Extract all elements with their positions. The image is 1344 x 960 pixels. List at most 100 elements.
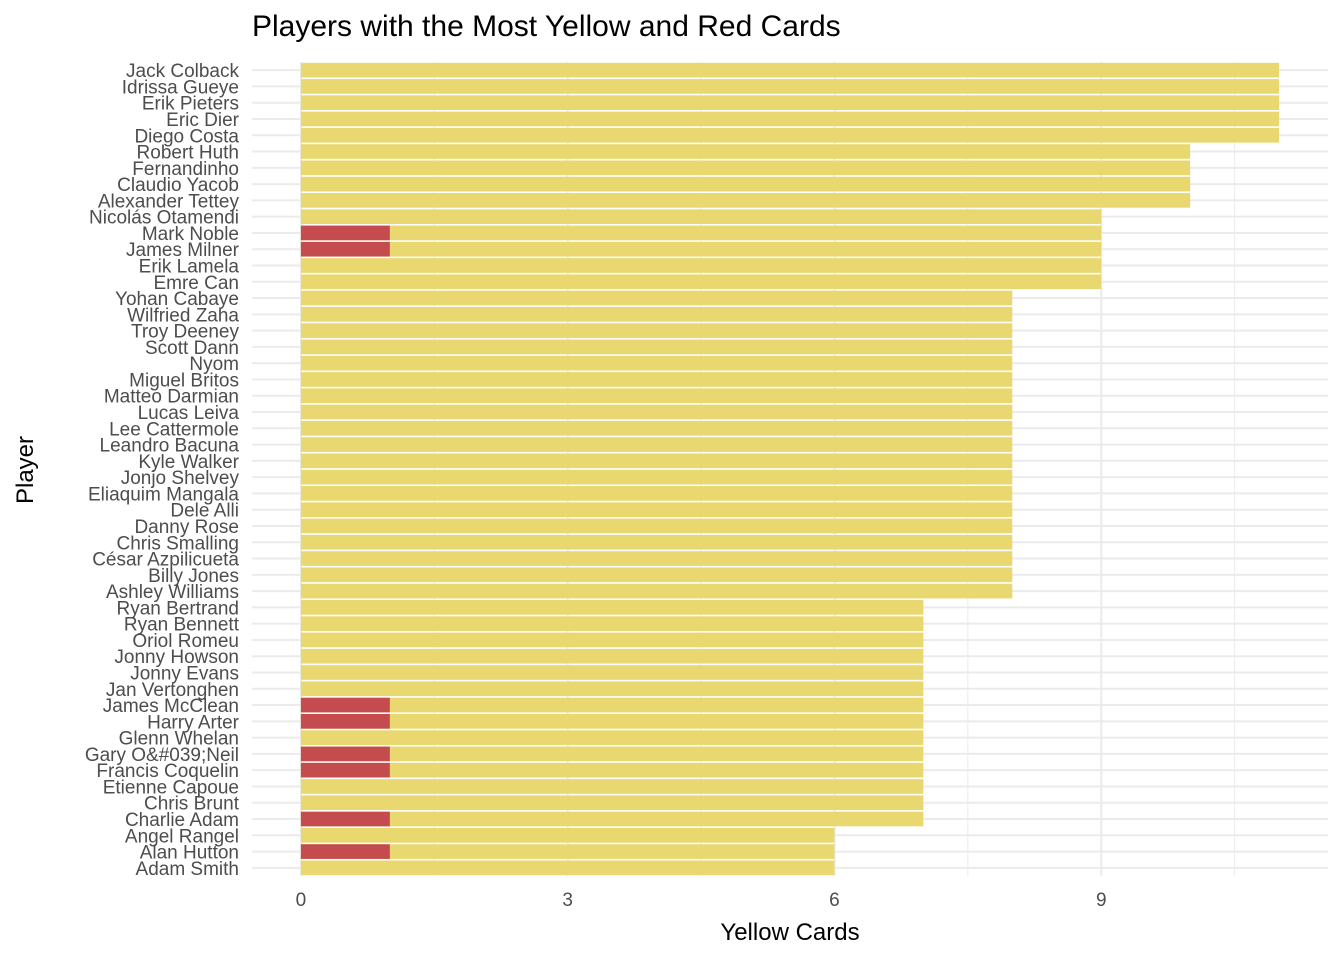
y-tick-label: Lucas Leiva — [138, 403, 240, 424]
y-tick-label: Eric Dier — [166, 110, 240, 131]
y-tick-label: Jonny Evans — [130, 664, 239, 685]
yellow-card-bar — [300, 176, 1191, 192]
yellow-card-bar — [300, 111, 1280, 127]
y-tick-label: Etienne Capoue — [103, 777, 239, 798]
yellow-card-bar — [300, 681, 924, 697]
yellow-card-bar — [300, 583, 1013, 599]
yellow-card-bar — [300, 323, 1013, 338]
yellow-card-bar — [300, 714, 924, 729]
y-tick-label: Ryan Bertrand — [116, 598, 239, 619]
y-tick-label: Lee Cattermole — [109, 419, 239, 440]
yellow-card-bar — [300, 372, 1013, 387]
red-card-bar — [300, 714, 390, 729]
yellow-card-bar — [300, 79, 1280, 94]
y-tick-label: Billy Jones — [148, 566, 239, 587]
y-tick-label: Scott Dann — [145, 338, 239, 359]
yellow-card-bar — [300, 779, 924, 794]
y-tick-label: Miguel Britos — [129, 370, 239, 391]
yellow-card-bar — [300, 600, 924, 615]
yellow-card-bar — [300, 339, 1013, 355]
y-tick-label: Robert Huth — [137, 143, 239, 164]
y-axis-title: Player — [12, 436, 39, 504]
y-tick-label: Erik Pieters — [142, 94, 239, 115]
y-tick-label: Ryan Bennett — [124, 615, 240, 636]
yellow-card-bar — [300, 144, 1191, 159]
red-card-bar — [300, 746, 390, 762]
y-tick-label: Ashley Williams — [106, 582, 239, 603]
yellow-card-bar — [300, 795, 924, 811]
yellow-card-bar — [300, 209, 1102, 224]
y-tick-label: Jan Vertonghen — [106, 680, 239, 701]
y-tick-label: Alan Hutton — [140, 843, 239, 864]
y-tick-label: Jack Colback — [126, 61, 239, 82]
yellow-card-bar — [300, 388, 1013, 404]
y-tick-label: Chris Brunt — [144, 794, 240, 815]
red-card-bar — [300, 811, 390, 827]
yellow-card-bar — [300, 127, 1280, 143]
y-tick-label: Diego Costa — [134, 126, 239, 147]
bars — [300, 62, 1280, 876]
y-tick-label: César Azpilicueta — [92, 550, 239, 571]
yellow-card-bar — [300, 746, 924, 762]
yellow-card-bar — [300, 518, 1013, 534]
yellow-card-bar — [300, 502, 1013, 518]
y-tick-label: Danny Rose — [134, 517, 239, 538]
yellow-card-bar — [300, 307, 1013, 322]
y-tick-label: Eliaquim Mangala — [88, 484, 239, 505]
yellow-card-bar — [300, 762, 924, 778]
yellow-card-bar — [300, 404, 1013, 420]
y-tick-label: Emre Can — [153, 273, 239, 294]
y-tick-label: Glenn Whelan — [119, 729, 239, 750]
yellow-card-bar — [300, 290, 1013, 306]
red-card-bar — [300, 697, 390, 713]
yellow-card-bar — [300, 860, 835, 876]
yellow-card-bar — [300, 274, 1102, 290]
yellow-card-bar — [300, 486, 1013, 501]
yellow-card-bar — [300, 632, 924, 648]
red-card-bar — [300, 241, 390, 257]
yellow-card-bar — [300, 193, 1191, 208]
yellow-card-bar — [300, 811, 924, 827]
y-tick-label: Gary O&#039;Neil — [85, 745, 239, 766]
x-tick-label: 6 — [829, 890, 840, 911]
yellow-card-bar — [300, 551, 1013, 566]
y-tick-label: Jonjo Shelvey — [121, 468, 240, 489]
yellow-card-bar — [300, 241, 1102, 257]
y-tick-label: Oriol Romeu — [132, 631, 239, 652]
y-tick-label: Alexander Tettey — [98, 191, 240, 212]
y-tick-label: Erik Lamela — [139, 257, 240, 278]
red-card-bar — [300, 225, 390, 241]
x-axis-title: Yellow Cards — [720, 919, 859, 946]
y-tick-label: Charlie Adam — [125, 810, 239, 831]
y-tick-label: Mark Noble — [142, 224, 239, 245]
yellow-card-bar — [300, 616, 924, 631]
y-tick-label: Wilfried Zaha — [127, 305, 239, 326]
yellow-card-bar — [300, 844, 835, 859]
yellow-card-bar — [300, 730, 924, 745]
y-tick-label: Fernandinho — [132, 159, 239, 180]
y-tick-label: Francis Coquelin — [96, 761, 239, 782]
y-tick-label: Kyle Walker — [138, 452, 239, 473]
y-tick-label: Claudio Yacob — [117, 175, 239, 196]
yellow-card-bar — [300, 453, 1013, 469]
yellow-card-bar — [300, 437, 1013, 452]
yellow-card-bar — [300, 95, 1280, 111]
y-tick-label: James Milner — [126, 240, 240, 261]
yellow-card-bar — [300, 648, 924, 664]
y-tick-label: Adam Smith — [136, 859, 239, 880]
y-tick-label: Angel Rangel — [125, 826, 239, 847]
yellow-card-bar — [300, 355, 1013, 371]
yellow-card-bar — [300, 420, 1013, 436]
red-card-bar — [300, 844, 390, 859]
y-tick-label: Matteo Darmian — [104, 387, 239, 408]
y-tick-label: Leandro Bacuna — [100, 436, 240, 457]
y-tick-label: Idrissa Gueye — [122, 77, 239, 98]
x-tick-label: 9 — [1096, 890, 1107, 911]
y-tick-label: Nicolás Otamendi — [89, 208, 239, 229]
chart-title: Players with the Most Yellow and Red Car… — [252, 10, 841, 43]
red-card-bar — [300, 762, 390, 778]
y-tick-label: Chris Smalling — [117, 533, 239, 554]
y-tick-label: Nyom — [189, 354, 239, 375]
